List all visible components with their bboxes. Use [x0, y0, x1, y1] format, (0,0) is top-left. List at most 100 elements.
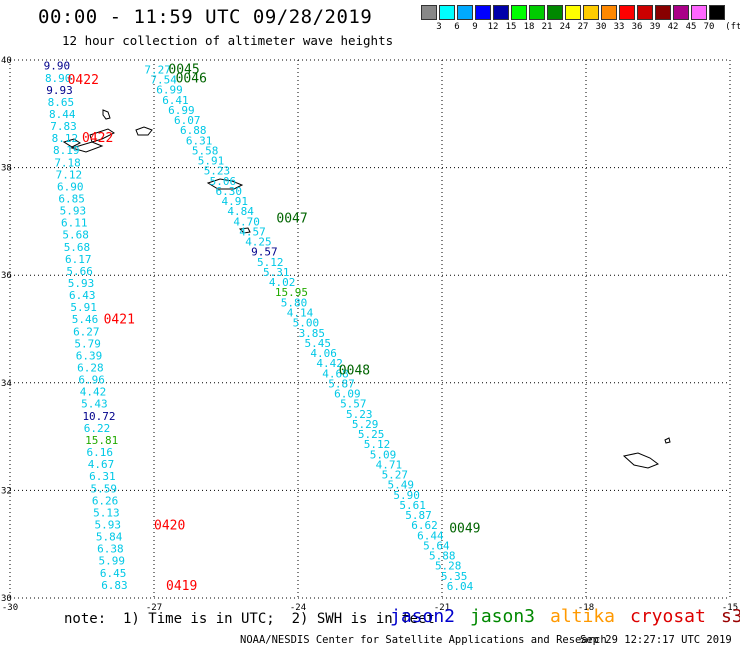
wave-height-value: 5.64 — [423, 539, 450, 552]
wave-height-value: 5.91 — [70, 301, 97, 314]
wave-height-value: 4.14 — [287, 306, 314, 319]
wave-height-value: 5.93 — [95, 518, 122, 531]
wave-height-value: 6.22 — [84, 422, 111, 435]
wave-height-value: 5.59 — [90, 482, 117, 495]
wave-height-value: 4.71 — [376, 458, 403, 471]
island-terceira — [206, 178, 244, 190]
colorbar-label: 27 — [577, 22, 589, 32]
lon-tick-label: -18 — [578, 603, 594, 613]
wave-height-value: 6.31 — [89, 470, 116, 483]
wave-height-value: 9.93 — [46, 84, 73, 97]
wave-height-value: 7.54 — [150, 74, 177, 87]
lat-tick-label: 40 — [1, 56, 12, 66]
colorbar-swatch — [511, 5, 527, 20]
legend-note: note: 1) Time is in UTC; 2) SWH is in fe… — [64, 611, 435, 627]
colorbar-label: 6 — [454, 22, 460, 32]
colorbar-swatch — [529, 5, 545, 20]
lat-tick-label: 30 — [1, 594, 12, 604]
wave-height-value: 5.93 — [60, 205, 87, 218]
wave-height-value: 7.18 — [54, 156, 81, 169]
wave-height-value: 8.12 — [52, 132, 78, 145]
wave-height-value: 5.58 — [192, 144, 219, 157]
colorbar-swatch — [691, 5, 707, 20]
wave-height-value: 6.83 — [101, 579, 128, 592]
wave-height-value: 5.88 — [429, 550, 456, 563]
colorbar-label: 45 — [685, 22, 697, 32]
wave-height-value: 6.85 — [58, 192, 85, 205]
wave-height-value: 5.13 — [93, 506, 120, 519]
wave-height-value: 6.27 — [73, 325, 100, 338]
wave-height-value: 5.12 — [364, 438, 391, 451]
legend-altika: altika — [550, 606, 616, 627]
colorbar-swatch — [421, 5, 437, 20]
legend-s3a: s3a — [721, 606, 740, 627]
wave-height-value: 5.25 — [358, 428, 385, 441]
cryosat-track: 9.908.909.938.658.447.838.128.197.187.12… — [44, 60, 128, 592]
colorbar-swatch — [583, 5, 599, 20]
wave-height-value: 7.83 — [50, 120, 77, 133]
wave-height-value: 6.28 — [77, 362, 104, 375]
wave-height-value: 5.43 — [81, 398, 108, 411]
colorbar-swatch — [673, 5, 689, 20]
pass-time-label: 0045 — [168, 62, 199, 77]
wave-height-value: 4.57 — [239, 225, 265, 238]
island-porto-santo — [664, 437, 671, 444]
wave-height-value: 5.80 — [281, 296, 308, 309]
wave-height-value: 6.11 — [61, 217, 88, 230]
island-corvo — [89, 128, 115, 143]
colorbar-label: 15 — [505, 22, 517, 32]
colorbar-label: 3 — [436, 22, 442, 32]
colorbar-label: 12 — [487, 22, 499, 32]
colorbar-swatch — [637, 5, 653, 20]
wave-height-value: 6.04 — [447, 580, 474, 593]
wave-height-value: 6.88 — [180, 124, 207, 137]
wave-height-value: 6.17 — [65, 253, 92, 266]
wave-height-value: 5.49 — [388, 479, 415, 492]
lon-tick-label: -24 — [290, 603, 306, 613]
pass-time-label: 0422 — [82, 131, 113, 146]
colorbar-swatch — [619, 5, 635, 20]
wave-height-value: 6.39 — [76, 349, 103, 362]
colorbar-label: 39 — [649, 22, 661, 32]
jason3-track: 7.277.546.996.416.996.076.886.315.585.91… — [144, 63, 473, 592]
wave-height-value: 5.87 — [405, 509, 432, 522]
pass-time-label: 0422 — [68, 73, 99, 88]
wave-height-value: 5.29 — [352, 418, 379, 431]
lon-tick-label: -21 — [434, 603, 450, 613]
wave-height-value: 4.91 — [221, 195, 248, 208]
wave-height-value: 6.96 — [78, 374, 105, 387]
colorbar-swatch — [439, 5, 455, 20]
wave-height-value: 4.42 — [316, 357, 343, 370]
lon-tick-label: -15 — [722, 603, 738, 613]
wave-height-value: 5.87 — [328, 377, 355, 390]
island-faial — [62, 138, 81, 148]
lon-tick-label: -27 — [146, 603, 162, 613]
lat-lon-grid: -30 -27 -24 -21 -18 -15 40 38 36 34 32 30 — [1, 56, 738, 613]
pass-time-label: 0049 — [449, 521, 480, 536]
wave-height-value: 4.68 — [322, 367, 349, 380]
wave-height-value: 4.25 — [245, 236, 272, 249]
lat-tick-label: 34 — [1, 379, 12, 389]
altimeter-tracks: 9.908.909.938.658.447.838.128.197.187.12… — [44, 60, 474, 593]
wave-height-value: 5.91 — [198, 155, 225, 168]
wave-height-value: 5.06 — [210, 175, 237, 188]
island-graciosa — [135, 126, 153, 136]
wave-height-value: 4.06 — [310, 347, 337, 360]
colorbar-swatch — [655, 5, 671, 20]
wave-height-value: 6.43 — [69, 289, 96, 302]
wave-height-value: 15.95 — [275, 286, 308, 299]
colorbar-label: 42 — [667, 22, 679, 32]
pass-time-label: 0420 — [154, 519, 185, 534]
wave-height-value: 5.27 — [382, 469, 409, 482]
timestamp: Sep 29 12:27:17 UTC 2019 — [580, 634, 732, 646]
wave-height-value: 5.57 — [340, 398, 367, 411]
lat-tick-label: 38 — [1, 164, 12, 174]
wave-height-value: 4.02 — [269, 276, 296, 289]
legend-jason3: jason3 — [470, 606, 536, 627]
colorbar-label: 70 — [703, 22, 715, 32]
wave-height-value: 6.90 — [57, 180, 83, 193]
wave-height-value: 5.31 — [263, 266, 290, 279]
